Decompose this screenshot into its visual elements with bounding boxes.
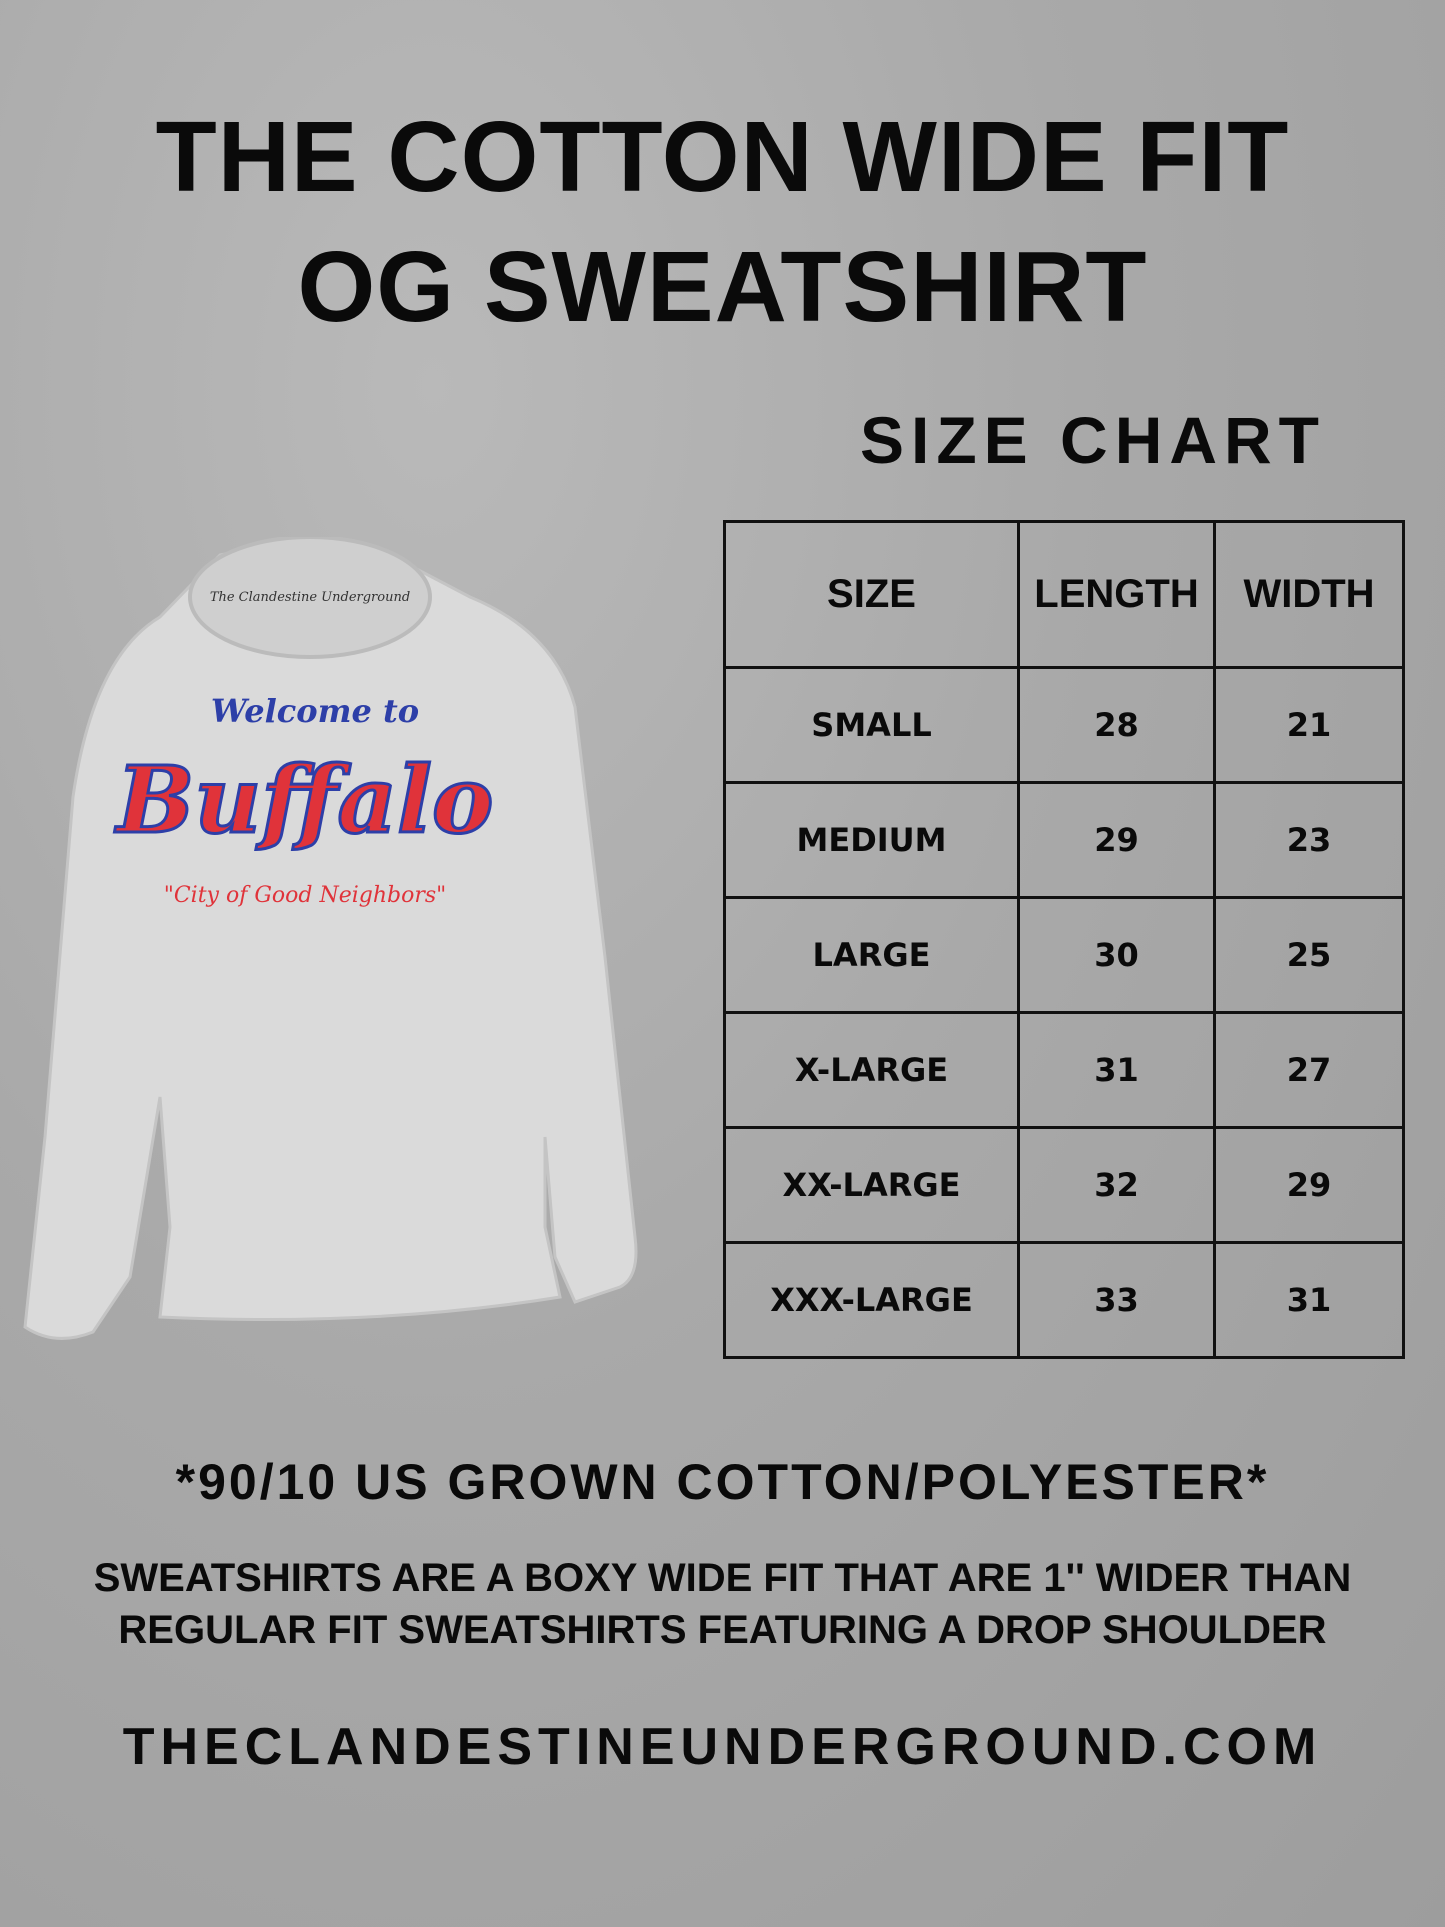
cell-length: 28 — [1017, 666, 1216, 784]
table-row: MEDIUM 29 23 — [723, 781, 1405, 899]
table-header-row: SIZE LENGTH WIDTH — [723, 520, 1405, 669]
print-tagline: "City of Good Neighbors" — [164, 883, 447, 908]
cell-width: 27 — [1213, 1011, 1405, 1129]
cell-length: 30 — [1017, 896, 1216, 1014]
sweatshirt-body — [23, 544, 638, 1340]
sweatshirt-collar — [188, 537, 432, 659]
website-text: THECLANDESTINEUNDERGROUND.COM — [122, 1718, 1323, 1776]
cell-width: 29 — [1213, 1126, 1405, 1244]
cell-width: 31 — [1213, 1241, 1405, 1359]
cell-size: SMALL — [723, 666, 1020, 784]
cell-size: X-LARGE — [723, 1011, 1020, 1129]
print-welcome: Welcome to — [211, 692, 419, 730]
table-row: X-LARGE 31 27 — [723, 1011, 1405, 1129]
shirt-label: The Clandestine Underground — [210, 590, 410, 605]
cell-size: MEDIUM — [723, 781, 1020, 899]
header-length: LENGTH — [1017, 520, 1216, 669]
print-buffalo: Buffalo — [114, 746, 494, 854]
cell-size: XXX-LARGE — [723, 1241, 1020, 1359]
cell-size: LARGE — [723, 896, 1020, 1014]
table-row: SMALL 28 21 — [723, 666, 1405, 784]
title-line-2: OG SWEATSHIRT — [297, 231, 1148, 343]
cell-size: XX-LARGE — [723, 1126, 1020, 1244]
composition-text: *90/10 US GROWN COTTON/POLYESTER* — [175, 1454, 1270, 1510]
header-size: SIZE — [723, 520, 1020, 669]
table-row: XXX-LARGE 33 31 — [723, 1241, 1405, 1359]
page: THE COTTON WIDE FIT OG SWEATSHIRT SIZE C… — [0, 101, 1445, 1776]
title-line-1: THE COTTON WIDE FIT — [155, 101, 1290, 213]
cell-length: 32 — [1017, 1126, 1216, 1244]
cell-width: 25 — [1213, 896, 1405, 1014]
cell-width: 21 — [1213, 666, 1405, 784]
cell-length: 31 — [1017, 1011, 1216, 1129]
description-line-2: REGULAR FIT SWEATSHIRTS FEATURING A DROP… — [118, 1608, 1327, 1652]
description-line-1: SWEATSHIRTS ARE A BOXY WIDE FIT THAT ARE… — [93, 1556, 1352, 1600]
cell-length: 33 — [1017, 1241, 1216, 1359]
size-chart-heading: SIZE CHART — [860, 403, 1326, 477]
cell-length: 29 — [1017, 781, 1216, 899]
table-row: LARGE 30 25 — [723, 896, 1405, 1014]
cell-width: 23 — [1213, 781, 1405, 899]
header-width: WIDTH — [1213, 520, 1405, 669]
size-chart-section: SIZE CHART The Clandestine Underground W… — [0, 352, 1445, 1412]
size-table: SIZE LENGTH WIDTH SMALL 28 21 MEDIUM 29 23 L… — [723, 520, 1405, 1359]
sweatshirt-image: The Clandestine Underground Welcome to B… — [23, 537, 638, 1340]
table-row: XX-LARGE 32 29 — [723, 1126, 1405, 1244]
